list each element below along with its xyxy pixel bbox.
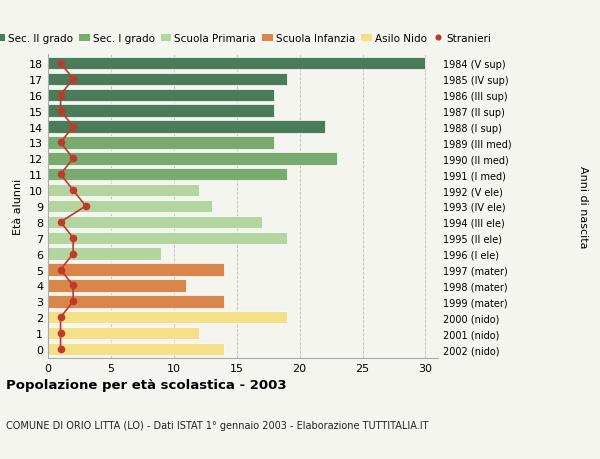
Bar — [48, 232, 287, 245]
Bar — [48, 311, 287, 324]
Text: Popolazione per età scolastica - 2003: Popolazione per età scolastica - 2003 — [6, 379, 287, 392]
Bar — [48, 58, 425, 70]
Bar — [48, 168, 287, 181]
Bar — [48, 248, 161, 260]
Bar — [48, 264, 224, 276]
Bar — [48, 121, 325, 134]
Bar — [48, 137, 274, 149]
Bar — [48, 105, 274, 118]
Bar — [48, 90, 274, 102]
Bar — [48, 153, 337, 165]
Y-axis label: Età alunni: Età alunni — [13, 179, 23, 235]
Bar — [48, 185, 199, 197]
Y-axis label: Anni di nascita: Anni di nascita — [578, 165, 588, 248]
Bar — [48, 296, 224, 308]
Bar — [48, 343, 224, 355]
Text: COMUNE DI ORIO LITTA (LO) - Dati ISTAT 1° gennaio 2003 - Elaborazione TUTTITALIA: COMUNE DI ORIO LITTA (LO) - Dati ISTAT 1… — [6, 420, 428, 430]
Bar — [48, 216, 262, 229]
Bar — [48, 201, 212, 213]
Bar — [48, 327, 199, 340]
Bar — [48, 280, 187, 292]
Legend: Sec. II grado, Sec. I grado, Scuola Primaria, Scuola Infanzia, Asilo Nido, Stran: Sec. II grado, Sec. I grado, Scuola Prim… — [0, 34, 491, 44]
Bar — [48, 73, 287, 86]
